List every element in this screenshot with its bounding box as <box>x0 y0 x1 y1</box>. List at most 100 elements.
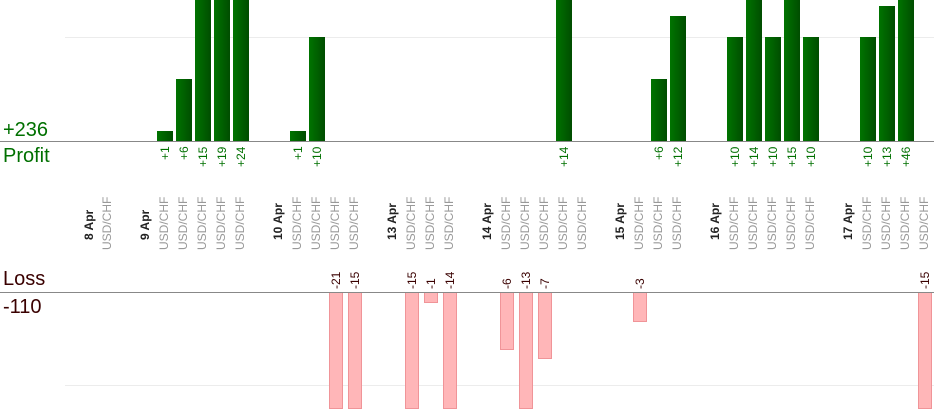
pair-label: USD/CHF <box>233 196 247 250</box>
profit-bar <box>176 78 192 141</box>
profit-value-label: +6 <box>177 146 191 160</box>
loss-value-label: -15 <box>405 271 419 289</box>
loss-value-label: -15 <box>348 271 362 289</box>
profit-bar <box>556 0 572 141</box>
loss-total: -110 <box>3 296 42 318</box>
day-label: 15 Apr <box>613 203 627 240</box>
pair-label: USD/CHF <box>309 196 323 250</box>
loss-value-label: -21 <box>329 271 343 289</box>
profit-value-label: +10 <box>728 146 742 167</box>
day-label: 16 Apr <box>708 203 722 240</box>
pair-label: USD/CHF <box>765 196 779 250</box>
profit-value-label: +12 <box>671 146 685 167</box>
loss-value-label: -3 <box>633 278 647 289</box>
profit-value-label: +24 <box>234 146 248 167</box>
profit-bar <box>670 16 686 141</box>
pair-label: USD/CHF <box>404 196 418 250</box>
profit-axis <box>0 141 934 142</box>
pair-label: USD/CHF <box>347 196 361 250</box>
loss-value-label: -14 <box>443 271 457 289</box>
day-label: 8 Apr <box>82 209 96 240</box>
loss-value-label: -6 <box>500 278 514 289</box>
profit-value-label: +19 <box>215 146 229 167</box>
pair-label: USD/CHF <box>651 196 665 250</box>
pair-label: USD/CHF <box>176 196 190 250</box>
pair-label: USD/CHF <box>917 196 931 250</box>
profit-value-label: +6 <box>652 146 666 160</box>
profit-bar <box>803 37 819 141</box>
pair-label: USD/CHF <box>518 196 532 250</box>
profit-value-label: +1 <box>158 146 172 160</box>
profit-bar <box>746 0 762 141</box>
loss-bar <box>424 293 438 304</box>
pair-label: USD/CHF <box>537 196 551 250</box>
loss-bar <box>519 293 533 409</box>
loss-bar <box>633 293 647 322</box>
pair-label: USD/CHF <box>746 196 760 250</box>
profit-bar <box>727 37 743 141</box>
profit-gridline <box>65 37 934 38</box>
day-label: 9 Apr <box>138 209 152 240</box>
pair-label: USD/CHF <box>575 196 589 250</box>
profit-value-label: +13 <box>880 146 894 167</box>
profit-value-label: +10 <box>861 146 875 167</box>
profit-value-label: +15 <box>785 146 799 167</box>
profit-value-label: +14 <box>557 146 571 167</box>
profit-value-label: +46 <box>899 146 913 167</box>
loss-value-label: -7 <box>538 278 552 289</box>
loss-gridline <box>65 385 934 386</box>
loss-bar <box>538 293 552 360</box>
profit-bar <box>898 0 914 141</box>
profit-value-label: +1 <box>291 146 305 160</box>
profit-value-label: +10 <box>766 146 780 167</box>
pair-label: USD/CHF <box>157 196 171 250</box>
loss-axis <box>0 292 934 293</box>
pair-label: USD/CHF <box>195 196 209 250</box>
profit-value-label: +15 <box>196 146 210 167</box>
pair-label: USD/CHF <box>499 196 513 250</box>
loss-value-label: -1 <box>424 278 438 289</box>
loss-bar <box>918 293 932 409</box>
loss-label: Loss <box>3 268 46 290</box>
loss-bar <box>329 293 343 409</box>
profit-bar <box>765 37 781 141</box>
profit-bar <box>879 5 895 141</box>
profit-bar <box>214 0 230 141</box>
pair-label: USD/CHF <box>784 196 798 250</box>
profit-total: +236 <box>3 119 49 141</box>
loss-bar <box>348 293 362 409</box>
profit-bar <box>290 130 306 141</box>
pair-label: USD/CHF <box>214 196 228 250</box>
profit-bar <box>784 0 800 141</box>
pair-label: USD/CHF <box>879 196 893 250</box>
profit-value-label: +10 <box>310 146 324 167</box>
pair-label: USD/CHF <box>803 196 817 250</box>
pair-label: USD/CHF <box>670 196 684 250</box>
loss-bar <box>500 293 514 350</box>
day-label: 17 Apr <box>841 203 855 240</box>
pair-label: USD/CHF <box>290 196 304 250</box>
pair-label: USD/CHF <box>898 196 912 250</box>
profit-bar <box>195 0 211 141</box>
pair-label: USD/CHF <box>423 196 437 250</box>
pair-label: USD/CHF <box>632 196 646 250</box>
profit-bar <box>157 130 173 141</box>
pair-label: USD/CHF <box>442 196 456 250</box>
profit-bar <box>309 37 325 141</box>
profit-value-label: +10 <box>804 146 818 167</box>
loss-value-label: -13 <box>519 271 533 289</box>
pair-label: USD/CHF <box>100 196 114 250</box>
profit-label: Profit <box>3 145 50 167</box>
pair-label: USD/CHF <box>556 196 570 250</box>
loss-bar <box>405 293 419 409</box>
pair-label: USD/CHF <box>328 196 342 250</box>
profit-bar <box>233 0 249 141</box>
day-label: 14 Apr <box>480 203 494 240</box>
loss-bar <box>443 293 457 409</box>
loss-value-label: -15 <box>918 271 932 289</box>
profit-bar <box>860 37 876 141</box>
day-label: 10 Apr <box>271 203 285 240</box>
profit-value-label: +14 <box>747 146 761 167</box>
profit-bar <box>651 78 667 141</box>
day-label: 13 Apr <box>385 203 399 240</box>
